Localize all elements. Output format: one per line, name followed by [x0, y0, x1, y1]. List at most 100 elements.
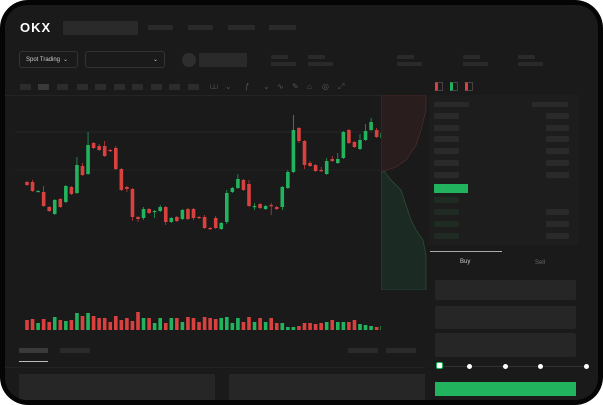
volume-bar [114, 316, 118, 330]
volume-bar [86, 313, 90, 330]
slider-track[interactable] [438, 366, 588, 367]
orderbook-bid-price[interactable] [434, 221, 459, 227]
tab-open-orders[interactable] [19, 348, 48, 353]
timeframe-button[interactable] [114, 84, 125, 90]
orderbook-ask-price[interactable] [434, 160, 459, 166]
candle-body [36, 191, 40, 193]
candle-body [341, 132, 346, 158]
timeframe-button[interactable] [20, 84, 31, 90]
candlestick-chart[interactable] [15, 95, 381, 305]
candle-body [286, 172, 290, 188]
app-screen: OKX Spot Trading ⌄ ⌄ ⩊ ⌄ ƒ ⌄ ∿ ✎ ⌂ ◎ ⤢ [5, 5, 598, 400]
market-type-dropdown[interactable]: Spot Trading ⌄ [19, 51, 78, 68]
filter-button[interactable] [348, 348, 378, 353]
nav-item[interactable] [269, 25, 296, 30]
volume-bar [236, 318, 240, 330]
volume-bar [180, 322, 185, 330]
settings-icon[interactable]: ◎ [322, 82, 329, 91]
price-input[interactable] [435, 280, 576, 300]
tab-buy[interactable]: Buy [460, 259, 471, 265]
volume-bar [380, 326, 381, 330]
chart-type-icon[interactable]: ⩊ [210, 82, 219, 91]
volume-bar [30, 319, 35, 330]
candle-body [91, 143, 96, 148]
camera-icon[interactable]: ⌂ [307, 82, 312, 91]
orderbook-ask-price[interactable] [434, 125, 459, 131]
volume-bar [369, 326, 373, 330]
orderbook-ask-price[interactable] [434, 148, 459, 154]
volume-bar [363, 325, 368, 330]
timeframe-button-active[interactable] [38, 84, 49, 90]
slider-stop[interactable] [584, 364, 589, 369]
timeframe-button[interactable] [57, 84, 68, 90]
orderbook-amount [546, 148, 569, 154]
candle-body [141, 209, 146, 218]
volume-bar [313, 324, 318, 330]
slider-stop[interactable] [538, 364, 543, 369]
candle-body [352, 142, 357, 147]
volume-bar [352, 320, 357, 330]
tab-order-history[interactable] [60, 348, 90, 353]
candle-body [30, 182, 35, 191]
timeframe-button[interactable] [77, 84, 88, 90]
candle-body [330, 159, 335, 161]
volume-bar [52, 317, 57, 330]
volume-bar [230, 323, 235, 330]
divider [5, 95, 425, 96]
total-input[interactable] [435, 333, 576, 357]
orderbook-bid-price[interactable] [434, 209, 459, 215]
orderbook-ask-price[interactable] [434, 136, 459, 142]
slider-handle[interactable] [436, 362, 443, 369]
market-type-label: Spot Trading [26, 56, 61, 63]
stat-label [271, 55, 288, 59]
okx-logo[interactable]: OKX [20, 20, 52, 35]
timeframe-button[interactable] [95, 84, 106, 90]
volume-bar [147, 318, 151, 330]
stat-value [518, 62, 543, 66]
timeframe-button[interactable] [151, 84, 162, 90]
slider-stop[interactable] [503, 364, 508, 369]
chevron-down-icon[interactable]: ⌄ [225, 82, 232, 91]
volume-bar [169, 318, 174, 330]
candle-body [102, 146, 107, 156]
orderbook-bid-price[interactable] [434, 233, 459, 239]
nav-item[interactable] [228, 25, 255, 30]
indicator-icon[interactable]: ƒ [245, 82, 250, 91]
timeframe-button[interactable] [169, 84, 180, 90]
nav-item[interactable] [148, 25, 173, 30]
buy-button[interactable] [435, 382, 576, 396]
nav-item[interactable] [188, 25, 213, 30]
volume-bar [336, 322, 340, 330]
chevron-down-icon[interactable]: ⌄ [263, 82, 270, 91]
order-card [19, 374, 215, 400]
orderbook-ask-price[interactable] [434, 113, 459, 119]
volume-bar [186, 317, 190, 330]
volume-bar [64, 321, 68, 330]
timeframe-button[interactable] [132, 84, 143, 90]
candle-body [213, 218, 218, 228]
pair-dropdown[interactable]: ⌄ [85, 51, 165, 68]
orderbook-asks-icon[interactable] [465, 82, 473, 91]
draw-tool-icon[interactable]: ✎ [292, 82, 299, 91]
tab-sell[interactable]: Sell [535, 260, 546, 266]
volume-bar [263, 322, 268, 330]
filter-button[interactable] [386, 348, 416, 353]
volume-bar [119, 320, 124, 330]
orderbook-both-icon[interactable] [435, 82, 443, 91]
fullscreen-icon[interactable]: ⤢ [338, 82, 345, 91]
candle-body [269, 205, 273, 207]
orderbook-bid-price[interactable] [434, 197, 459, 203]
search-placeholder[interactable] [63, 21, 138, 35]
line-tool-icon[interactable]: ∿ [277, 82, 284, 91]
orderbook-ask-price[interactable] [434, 172, 459, 178]
volume-bar [80, 316, 85, 330]
volume-bar [247, 317, 251, 330]
amount-input[interactable] [435, 306, 576, 329]
slider-stop[interactable] [467, 364, 472, 369]
order-card [229, 374, 425, 400]
candle-body [280, 187, 285, 207]
timeframe-button[interactable] [188, 84, 199, 90]
candle-body [80, 166, 85, 175]
orderbook-bids-icon[interactable] [450, 82, 458, 91]
candle-body [125, 187, 129, 189]
